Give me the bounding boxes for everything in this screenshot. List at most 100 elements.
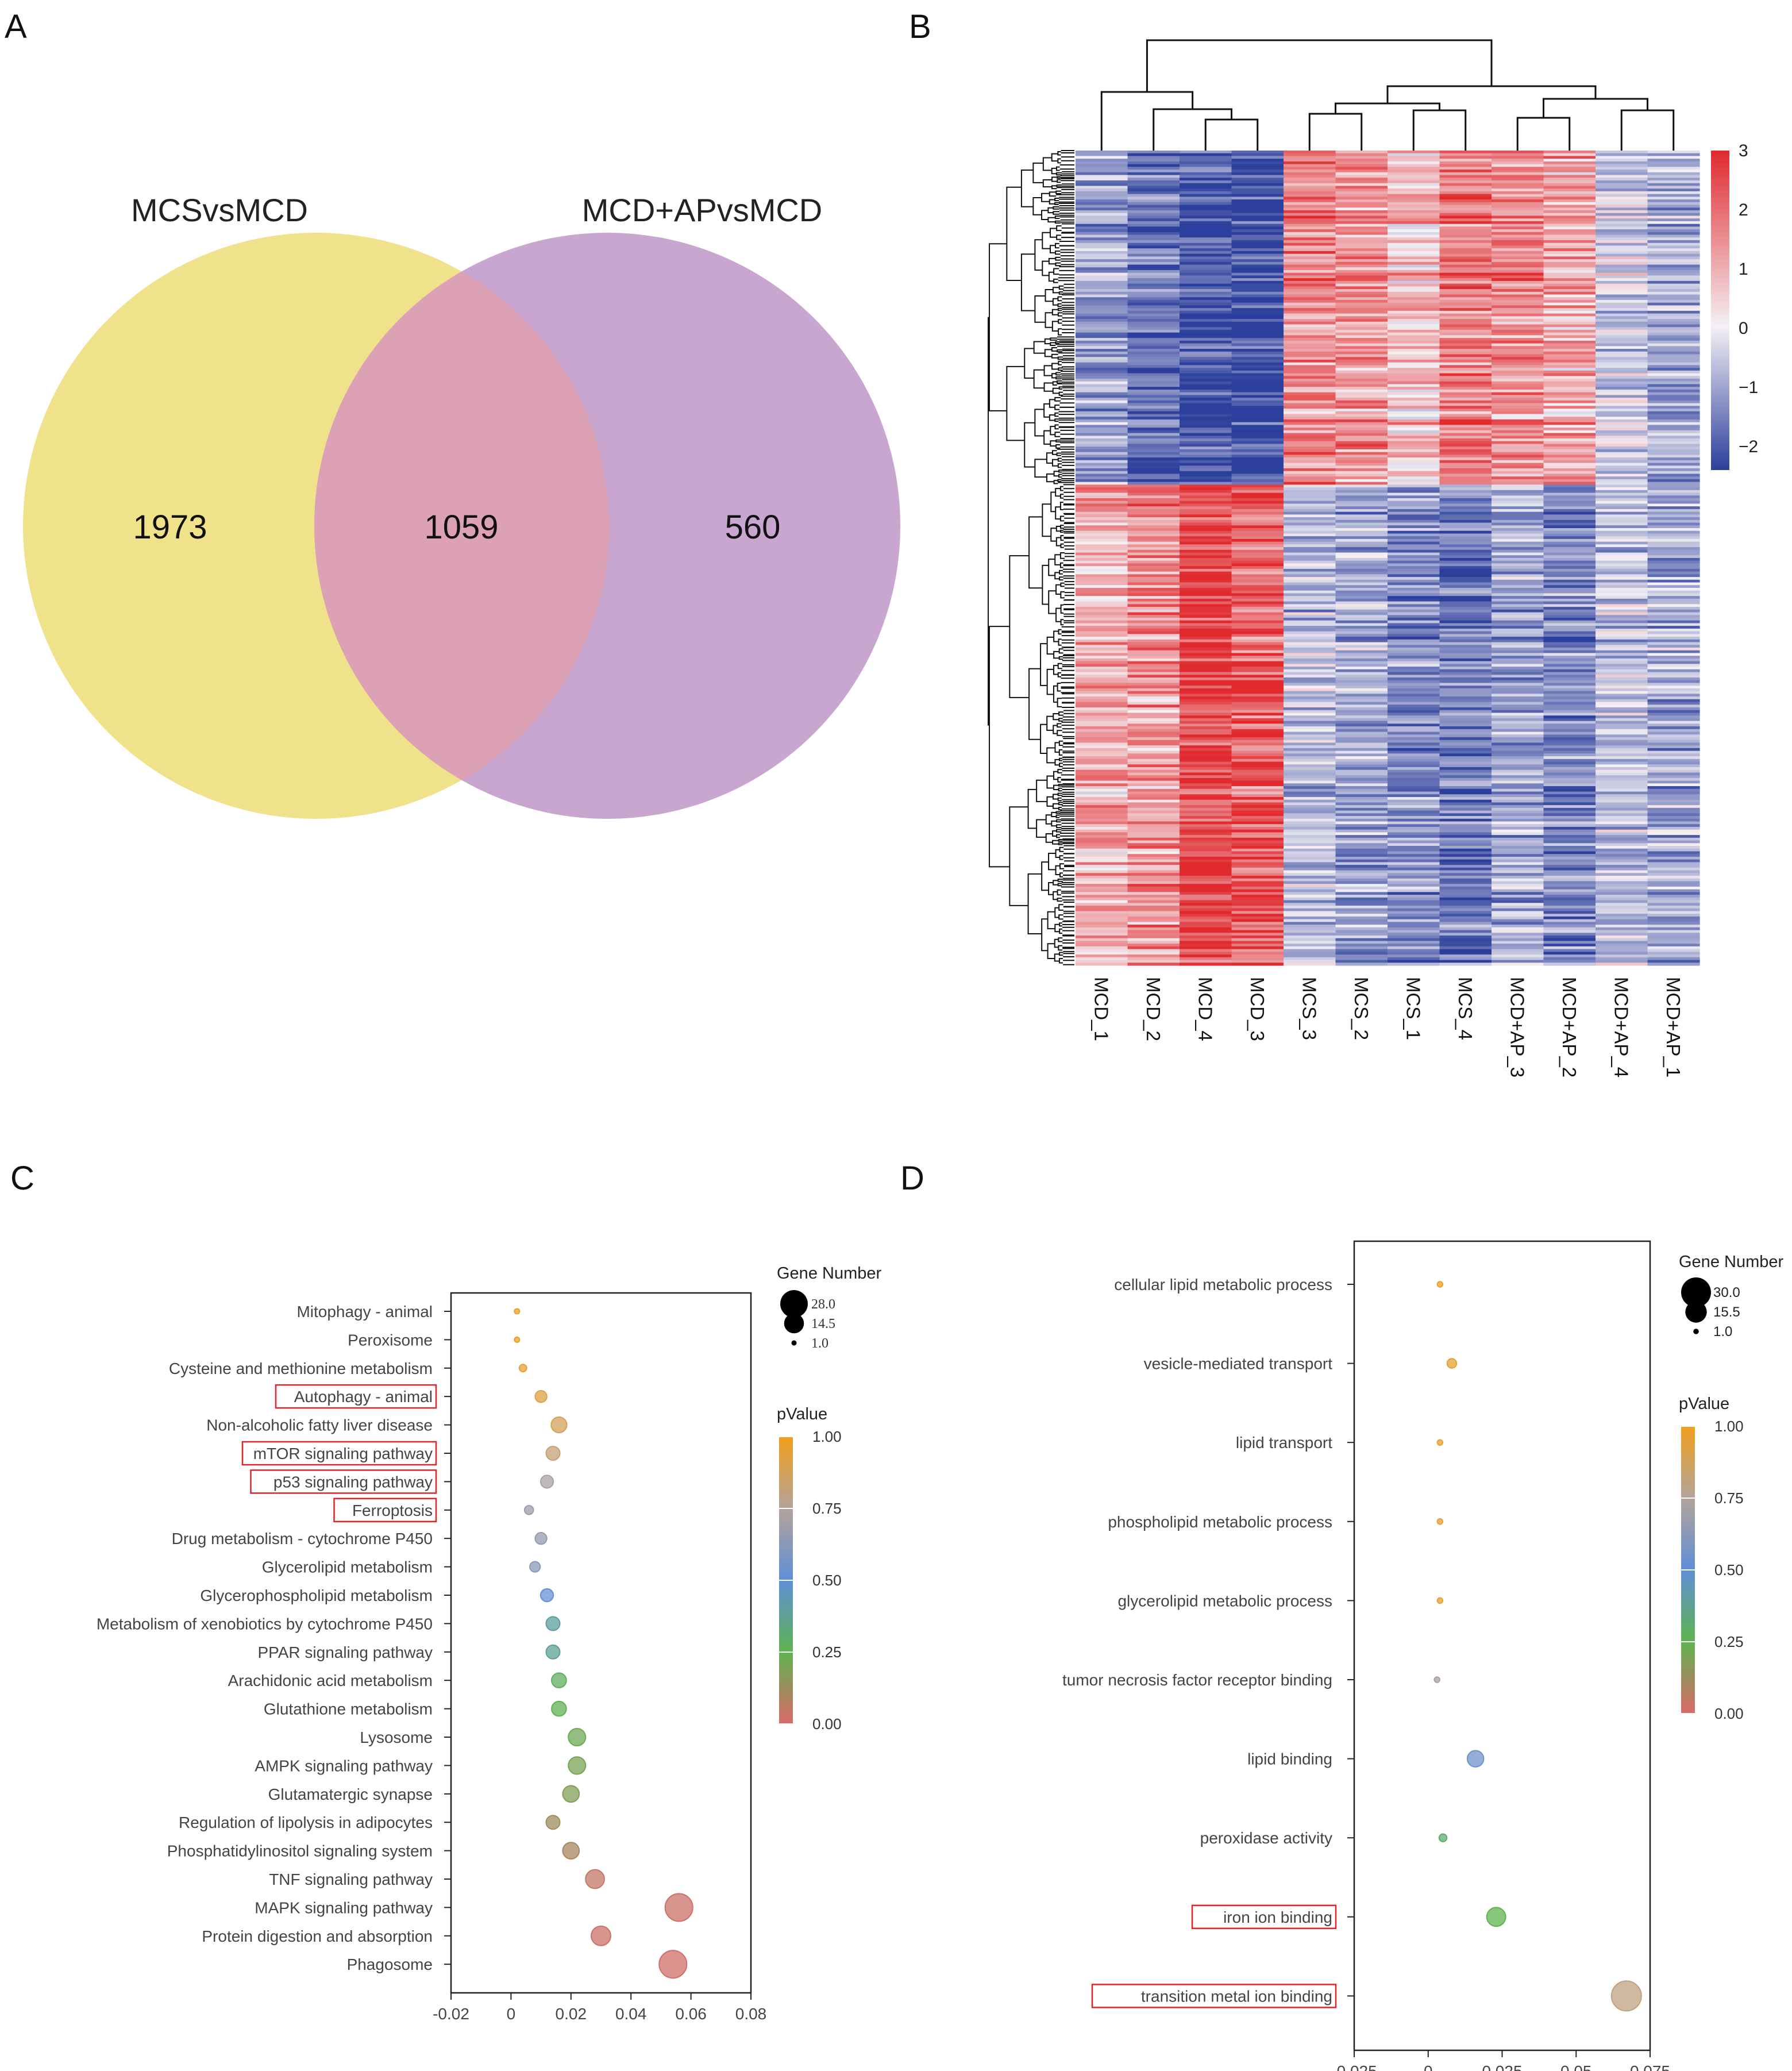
heatmap-cell — [1492, 683, 1544, 686]
heatmap-cell — [1127, 428, 1180, 431]
heatmap-cell — [1076, 340, 1128, 344]
heatmap-cell — [1492, 151, 1544, 154]
heatmap-cell — [1596, 343, 1648, 347]
row-dendrogram-branch — [1054, 418, 1059, 422]
heatmap-cell — [1543, 270, 1596, 274]
row-dendrogram-branch — [1053, 794, 1058, 800]
row-dendrogram-branch — [1043, 403, 1050, 418]
heatmap-cell — [1335, 218, 1388, 222]
heatmap-cell — [1076, 854, 1128, 857]
heatmap-cell — [1076, 577, 1128, 580]
heatmap-cell — [1596, 729, 1648, 733]
heatmap-cell — [1076, 425, 1128, 428]
heatmap-cell — [1231, 634, 1284, 637]
heatmap-cell — [1284, 794, 1336, 798]
heatmap-cell — [1180, 444, 1232, 447]
heatmap-cell — [1127, 865, 1180, 868]
heatmap-cell — [1492, 349, 1544, 352]
heatmap-cell — [1492, 677, 1544, 681]
heatmap-cell — [1127, 506, 1180, 510]
heatmap-cell — [1596, 903, 1648, 906]
heatmap-cell — [1439, 538, 1492, 542]
heatmap-cell — [1543, 514, 1596, 518]
heatmap-cell — [1284, 498, 1336, 502]
heatmap-cell — [1596, 919, 1648, 922]
heatmap-cell — [1284, 821, 1336, 825]
heatmap-cell — [1647, 471, 1700, 475]
heatmap-cell — [1335, 596, 1388, 599]
heatmap-cell — [1439, 511, 1492, 515]
heatmap-cell — [1284, 617, 1336, 621]
heatmap-cell — [1180, 370, 1232, 374]
heatmap-cell — [1076, 726, 1128, 730]
heatmap-cell — [1647, 821, 1700, 825]
heatmap-cell — [1596, 764, 1648, 768]
heatmap-cell — [1335, 242, 1388, 247]
heatmap-cell — [1180, 579, 1232, 583]
heatmap-cell — [1543, 463, 1596, 466]
heatmap-cell — [1231, 759, 1284, 763]
heatmap-cell — [1647, 737, 1700, 741]
heatmap-cell — [1388, 403, 1440, 406]
heatmap-cell — [1335, 207, 1388, 211]
heatmap-cell — [1180, 895, 1232, 898]
row-dendrogram-branch — [1051, 373, 1057, 379]
heatmap-cell — [1647, 351, 1700, 355]
bubble-point — [545, 1446, 561, 1461]
heatmap-cell — [1284, 167, 1336, 170]
heatmap-cell — [1439, 463, 1492, 466]
heatmap-cell — [1335, 783, 1388, 787]
heatmap-cell — [1596, 164, 1648, 167]
heatmap-cell — [1647, 637, 1700, 640]
row-dendrogram-branch — [1042, 564, 1049, 605]
heatmap-cell — [1439, 297, 1492, 301]
heatmap-cell — [1388, 726, 1440, 730]
heatmap-cell — [1180, 753, 1232, 757]
heatmap-cell — [1439, 675, 1492, 678]
row-dendrogram-branch — [1051, 363, 1059, 370]
heatmap-cell — [1076, 742, 1128, 746]
heatmap-cell — [1647, 275, 1700, 279]
heatmap-cell — [1388, 207, 1440, 211]
heatmap-cell — [1492, 275, 1544, 279]
heatmap-cell — [1543, 253, 1596, 257]
heatmap-cell — [1596, 587, 1648, 591]
heatmap-cell — [1439, 294, 1492, 298]
heatmap-cell — [1127, 376, 1180, 379]
heatmap-cell — [1076, 944, 1128, 947]
row-dendrogram-branch — [1034, 295, 1046, 323]
heatmap-cell — [1127, 242, 1180, 247]
heatmap-cell — [1543, 715, 1596, 719]
heatmap-cell — [1596, 699, 1648, 703]
heatmap-cell — [1335, 799, 1388, 803]
heatmap-cell — [1335, 395, 1388, 398]
heatmap-cell — [1180, 856, 1232, 860]
heatmap-cell — [1127, 514, 1180, 518]
heatmap-cell — [1596, 911, 1648, 914]
heatmap-cell — [1543, 161, 1596, 165]
heatmap-cell — [1543, 601, 1596, 605]
heatmap-cell — [1492, 750, 1544, 754]
heatmap-cell — [1647, 164, 1700, 167]
heatmap-cell — [1231, 598, 1284, 602]
heatmap-cell — [1388, 210, 1440, 214]
heatmap-cell — [1335, 530, 1388, 534]
heatmap-cell — [1284, 411, 1336, 415]
heatmap-cell — [1492, 476, 1544, 480]
heatmap-cell — [1335, 742, 1388, 746]
colorbar-tick-label: 0 — [1739, 319, 1748, 338]
heatmap-cell — [1388, 457, 1440, 461]
heatmap-cell — [1284, 699, 1336, 703]
heatmap-cell — [1076, 226, 1128, 230]
heatmap-cell — [1180, 884, 1232, 887]
heatmap-cell — [1335, 335, 1388, 338]
row-dendrogram-branch — [1048, 590, 1057, 614]
heatmap-cell — [1388, 387, 1440, 390]
heatmap-cell — [1543, 637, 1596, 640]
heatmap-cell — [1127, 713, 1180, 716]
heatmap-cell — [1492, 944, 1544, 947]
heatmap-cell — [1180, 398, 1232, 401]
heatmap-cell — [1596, 680, 1648, 684]
heatmap-cell — [1127, 854, 1180, 857]
heatmap-cell — [1388, 729, 1440, 733]
